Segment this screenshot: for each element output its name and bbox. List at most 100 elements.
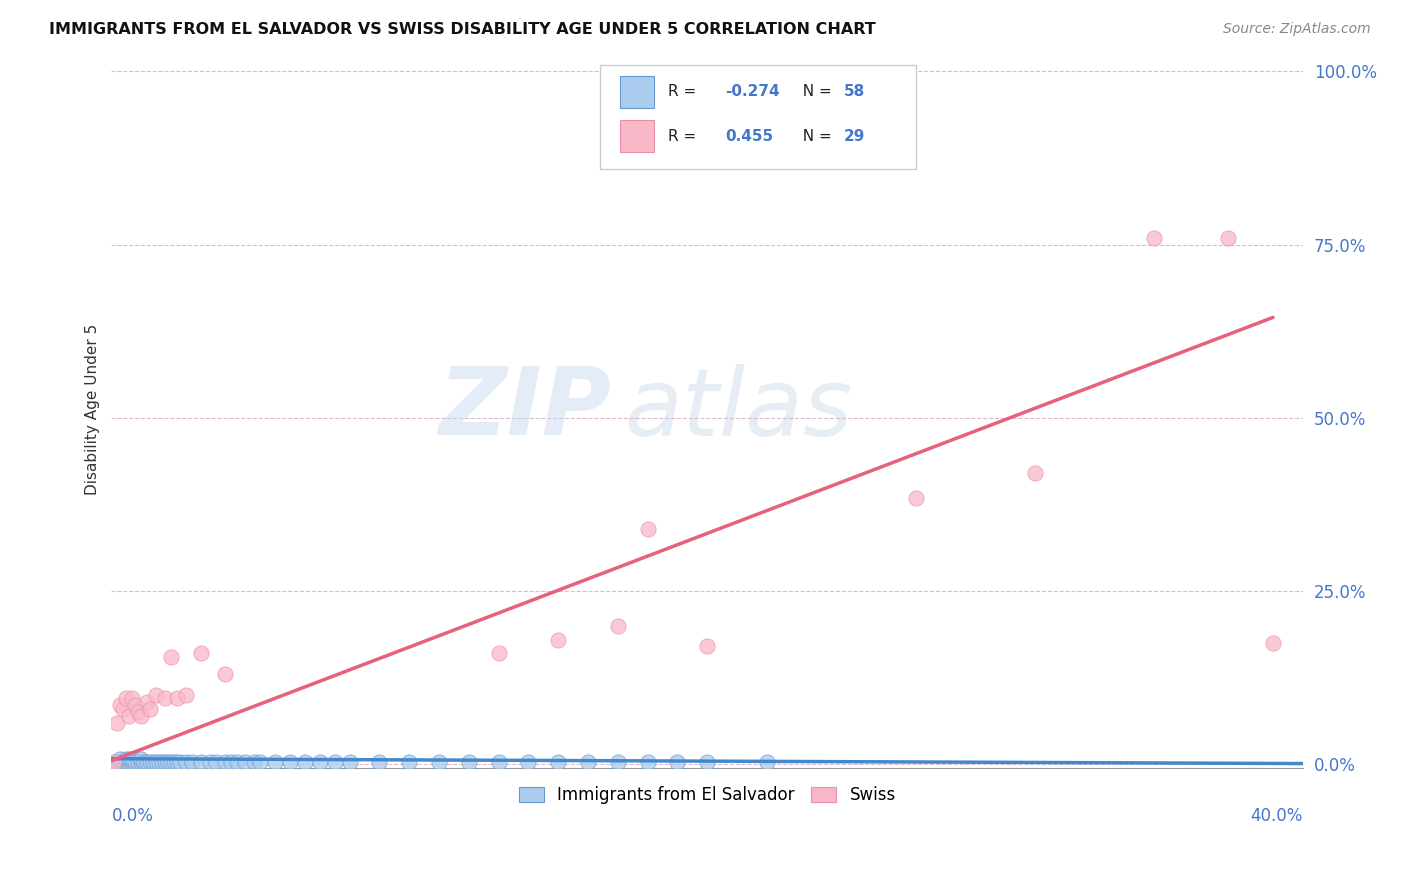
Point [160, 755, 183, 769]
Point [1261, 636, 1284, 650]
Point [110, 752, 132, 766]
Point [219, 755, 242, 769]
Point [904, 491, 927, 505]
Text: N =: N = [793, 85, 837, 99]
Point [235, 755, 257, 769]
Legend: Immigrants from El Salvador, Swiss: Immigrants from El Salvador, Swiss [512, 780, 903, 811]
Point [163, 755, 186, 769]
Point [696, 755, 718, 769]
Point [198, 755, 221, 769]
Point [118, 752, 141, 766]
Point [127, 706, 149, 720]
FancyBboxPatch shape [620, 120, 654, 153]
Point [115, 755, 138, 769]
Point [547, 755, 569, 769]
Point [1218, 231, 1240, 245]
Point [294, 755, 316, 769]
Point [124, 755, 146, 769]
Point [637, 755, 659, 769]
Point [427, 755, 450, 769]
Point [180, 755, 202, 769]
Point [134, 755, 156, 769]
Point [249, 755, 271, 769]
Point [110, 698, 132, 713]
Point [264, 755, 287, 769]
Point [103, 755, 125, 769]
Text: ZIP: ZIP [439, 363, 612, 455]
Point [129, 708, 152, 723]
Point [148, 755, 170, 769]
Point [339, 755, 361, 769]
Point [103, 755, 125, 769]
Point [457, 755, 479, 769]
Point [488, 755, 510, 769]
Point [105, 755, 128, 769]
Point [139, 702, 162, 716]
Point [115, 752, 138, 766]
Point [576, 755, 599, 769]
Text: 29: 29 [844, 128, 866, 144]
Point [118, 708, 141, 723]
Point [160, 649, 183, 664]
FancyBboxPatch shape [600, 65, 915, 169]
Point [142, 755, 165, 769]
Text: Source: ZipAtlas.com: Source: ZipAtlas.com [1223, 22, 1371, 37]
Point [153, 691, 176, 706]
Point [204, 755, 226, 769]
Point [190, 647, 212, 661]
Point [368, 755, 391, 769]
Point [139, 755, 162, 769]
Text: -0.274: -0.274 [725, 85, 779, 99]
Point [136, 755, 159, 769]
Point [488, 647, 510, 661]
Point [129, 755, 152, 769]
Point [398, 755, 420, 769]
Point [145, 755, 167, 769]
Point [169, 755, 191, 769]
Point [118, 755, 141, 769]
Point [156, 755, 179, 769]
Point [1024, 467, 1046, 481]
Point [121, 691, 143, 706]
Text: R =: R = [668, 85, 702, 99]
Point [127, 755, 149, 769]
Point [517, 755, 540, 769]
Point [166, 691, 188, 706]
Text: 40.0%: 40.0% [1250, 807, 1303, 825]
Point [112, 702, 135, 716]
Point [174, 688, 197, 702]
Point [121, 755, 143, 769]
Point [150, 755, 173, 769]
Point [214, 755, 236, 769]
Point [278, 755, 301, 769]
Text: 58: 58 [844, 85, 865, 99]
Y-axis label: Disability Age Under 5: Disability Age Under 5 [86, 324, 100, 495]
Text: 0.455: 0.455 [725, 128, 773, 144]
Point [129, 752, 152, 766]
Text: N =: N = [793, 128, 837, 144]
Point [112, 755, 135, 769]
Point [666, 755, 689, 769]
Point [124, 698, 146, 713]
Text: 0.0%: 0.0% [111, 807, 153, 825]
Point [166, 755, 188, 769]
Point [121, 752, 143, 766]
Point [696, 640, 718, 654]
Text: IMMIGRANTS FROM EL SALVADOR VS SWISS DISABILITY AGE UNDER 5 CORRELATION CHART: IMMIGRANTS FROM EL SALVADOR VS SWISS DIS… [49, 22, 876, 37]
Point [606, 755, 628, 769]
Point [105, 715, 128, 730]
Text: R =: R = [668, 128, 702, 144]
Point [755, 755, 778, 769]
FancyBboxPatch shape [620, 76, 654, 108]
Point [323, 755, 346, 769]
Point [1143, 231, 1166, 245]
Point [110, 755, 132, 769]
Point [606, 618, 628, 632]
Text: atlas: atlas [624, 364, 852, 455]
Point [190, 755, 212, 769]
Point [136, 695, 159, 709]
Point [115, 691, 138, 706]
Point [174, 755, 197, 769]
Point [153, 755, 176, 769]
Point [637, 522, 659, 536]
